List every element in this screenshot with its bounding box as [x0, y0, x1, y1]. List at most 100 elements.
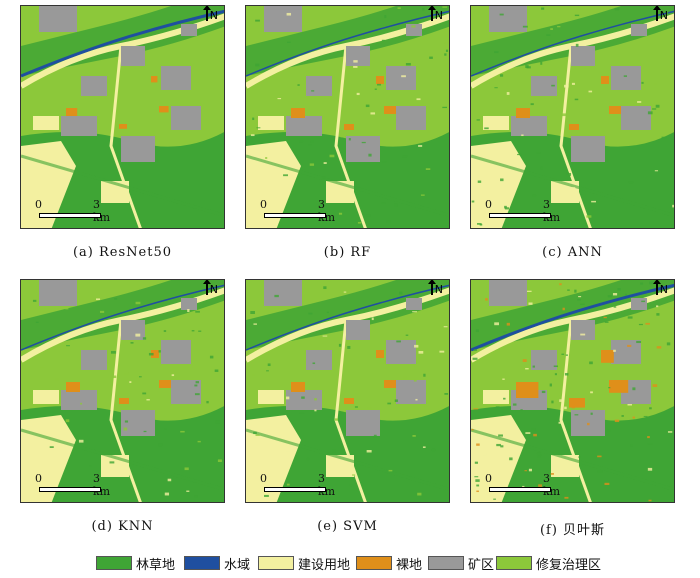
noise-speck	[283, 174, 289, 177]
noise-speck	[402, 155, 408, 158]
bare-land-patch	[66, 382, 80, 392]
noise-speck	[524, 470, 528, 472]
noise-speck	[405, 63, 411, 66]
noise-speck	[655, 104, 660, 108]
road-line	[471, 154, 674, 217]
noise-speck	[484, 127, 489, 130]
noise-speck	[109, 461, 115, 464]
noise-speck	[171, 374, 175, 377]
scale-end: 3 km	[543, 472, 561, 498]
noise-speck	[422, 8, 425, 11]
panel-caption: (e) SVM	[317, 519, 378, 534]
noise-speck	[123, 372, 129, 375]
road-line	[109, 319, 142, 502]
noise-speck	[416, 98, 421, 101]
noise-speck	[551, 400, 554, 404]
noise-speck	[647, 467, 653, 471]
noise-speck	[32, 299, 37, 302]
construction-land-zone	[483, 116, 509, 130]
noise-speck	[352, 474, 356, 476]
scale-bar: 0 3 km	[260, 472, 340, 498]
noise-speck	[412, 311, 418, 313]
noise-speck	[354, 406, 358, 408]
construction-land-zone	[471, 141, 526, 228]
noise-speck	[321, 485, 326, 488]
noise-speck	[666, 342, 671, 346]
noise-speck	[558, 421, 562, 424]
mining-area-patch	[121, 320, 145, 340]
noise-speck	[142, 337, 147, 340]
noise-speck	[551, 84, 555, 87]
mining-area-patch	[286, 116, 322, 136]
noise-speck	[388, 469, 393, 472]
mining-area-patch	[571, 320, 595, 340]
noise-speck	[647, 111, 653, 115]
bare-land-patch	[151, 76, 158, 83]
scale-end: 3 km	[93, 472, 111, 498]
mining-area-patch	[61, 390, 97, 410]
bare-land-patch	[601, 76, 609, 84]
noise-speck	[425, 168, 431, 171]
noise-speck	[214, 369, 219, 372]
noise-speck	[589, 361, 593, 365]
noise-speck	[436, 12, 441, 14]
bare-land-patch	[384, 106, 396, 114]
water-body	[246, 284, 449, 351]
noise-speck	[299, 140, 304, 143]
noise-speck	[531, 428, 536, 431]
noise-speck	[252, 373, 255, 376]
road-line	[109, 45, 142, 228]
legend-swatch	[496, 556, 532, 570]
noise-speck	[124, 420, 129, 423]
noise-speck	[308, 144, 312, 146]
noise-speck	[525, 432, 531, 434]
noise-speck	[322, 335, 328, 337]
mining-area-patch	[621, 106, 651, 130]
mining-area-patch	[264, 280, 302, 306]
noise-speck	[500, 445, 504, 448]
noise-speck	[256, 127, 261, 129]
mining-area-patch	[121, 410, 155, 436]
classification-map: N 0 3 km	[470, 5, 675, 229]
noise-speck	[499, 13, 504, 16]
noise-speck	[504, 205, 507, 209]
noise-speck	[194, 384, 198, 387]
noise-speck	[647, 443, 653, 445]
noise-speck	[603, 316, 607, 319]
noise-speck	[253, 431, 257, 435]
noise-speck	[653, 291, 656, 295]
mining-area-patch	[571, 136, 605, 162]
noise-speck	[559, 399, 565, 402]
noise-speck	[255, 63, 260, 67]
noise-speck	[563, 447, 568, 450]
construction-land-zone	[33, 390, 59, 404]
bare-land-patch	[609, 380, 629, 393]
noise-speck	[671, 224, 674, 228]
noise-speck	[353, 65, 358, 68]
mining-area-patch	[531, 76, 557, 96]
bare-land-patch	[66, 108, 78, 116]
noise-speck	[498, 434, 503, 437]
noise-speck	[522, 359, 527, 362]
mining-area-patch	[489, 6, 527, 32]
noise-speck	[564, 373, 569, 376]
noise-speck	[607, 295, 613, 298]
noise-speck	[561, 353, 565, 355]
bare-land-patch	[376, 350, 384, 358]
noise-speck	[613, 306, 617, 308]
noise-speck	[413, 379, 417, 382]
noise-speck	[494, 51, 499, 54]
noise-speck	[530, 103, 534, 106]
noise-speck	[540, 61, 543, 65]
construction-land-zone	[471, 415, 526, 502]
noise-speck	[297, 84, 300, 86]
noise-speck	[146, 399, 150, 401]
scale-end: 3 km	[543, 198, 561, 224]
noise-speck	[494, 347, 498, 349]
noise-speck	[495, 406, 500, 408]
noise-speck	[564, 496, 569, 499]
mining-area-patch	[489, 280, 527, 306]
north-label: N	[434, 9, 443, 22]
noise-speck	[474, 476, 479, 478]
noise-speck	[267, 363, 271, 367]
